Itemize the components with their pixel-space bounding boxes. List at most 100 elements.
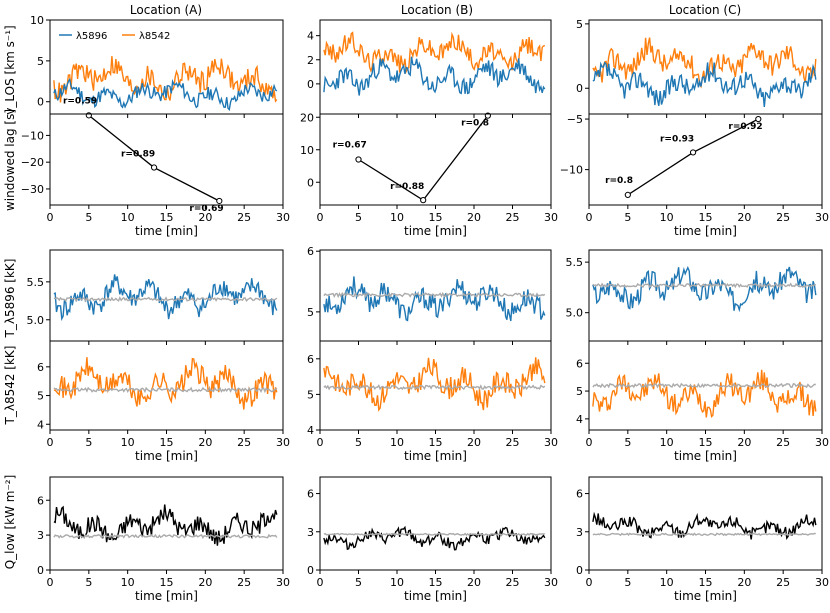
xtick-label-3: 15 <box>699 436 713 449</box>
ytick-label-0: 0 <box>307 78 314 91</box>
xtick-label-1: 5 <box>85 576 92 589</box>
xtick-label-1: 5 <box>85 211 92 224</box>
xtick-label-5: 25 <box>506 211 520 224</box>
ytick-label-0: 5.0 <box>566 307 584 320</box>
xtick-label-1: 5 <box>355 576 362 589</box>
ytick-label-2: 6 <box>576 357 583 370</box>
panel-vlos-2: 05 <box>576 18 823 118</box>
data-layer <box>323 276 546 322</box>
ytick-label-1: 5 <box>37 390 44 403</box>
xtick-label-6: 30 <box>815 211 829 224</box>
xtick-label-6: 30 <box>544 211 558 224</box>
panel-lag-0: −10 −20 −30 0 5 10 15 20 25 30 time [min] r=0.59 r=0… <box>21 96 290 238</box>
xlabel: time [min] <box>674 589 737 603</box>
ylabel-q: Q_low [kW m⁻²] <box>3 475 17 570</box>
xtick-label-3: 15 <box>160 576 174 589</box>
xtick-label-4: 20 <box>467 576 481 589</box>
ytick-label-2: 6 <box>37 494 44 507</box>
xlabel: time [min] <box>135 224 198 238</box>
r-label-2: r=0.92 <box>728 122 762 132</box>
ytick-label-1: 2 <box>307 54 314 67</box>
r-label-0: r=0.8 <box>605 176 633 186</box>
xlabel: time [min] <box>404 589 467 603</box>
xtick-label-4: 20 <box>737 436 751 449</box>
ytick-label-0: −5 <box>567 113 583 126</box>
ytick-label-0: 4 <box>37 418 44 431</box>
lag-point-0 <box>355 156 362 163</box>
series-main <box>53 357 278 410</box>
xtick-label-2: 10 <box>390 576 404 589</box>
data-layer <box>323 31 546 96</box>
axes-frame <box>49 113 284 206</box>
series-reference <box>592 532 816 537</box>
series-main <box>592 369 817 418</box>
axes-frame <box>588 113 823 206</box>
xtick-label-0: 0 <box>586 436 593 449</box>
xlabel: time [min] <box>674 449 737 463</box>
data-layer <box>53 274 278 322</box>
data-layer <box>592 37 817 107</box>
ytick-label-0: 0 <box>576 82 583 95</box>
panel-t8542-1: 4 5 6 0 5 10 15 20 25 30 time [min] <box>307 340 558 463</box>
ylabel-vlos: v_LOS [km s⁻¹] <box>3 25 17 114</box>
lag-point-1 <box>689 149 697 156</box>
series-l5896 <box>592 61 817 107</box>
xtick-label-3: 15 <box>699 211 713 224</box>
ytick-label-1: 10 <box>300 144 314 157</box>
series-l8542 <box>53 56 278 103</box>
r-label-0: r=0.59 <box>63 96 97 106</box>
xtick-label-6: 30 <box>815 436 829 449</box>
xtick-label-0: 0 <box>47 576 54 589</box>
axes-frame <box>49 476 284 571</box>
series-main <box>592 265 817 313</box>
xtick-label-6: 30 <box>276 436 290 449</box>
xtick-label-2: 10 <box>660 576 674 589</box>
ylabel-t5896: T_λ5896 [kK] <box>3 259 17 339</box>
legend-label-8542: λ8542 <box>139 31 170 42</box>
xtick-label-1: 5 <box>624 576 631 589</box>
xtick-label-0: 0 <box>317 576 324 589</box>
xtick-label-0: 0 <box>586 211 593 224</box>
series-l8542 <box>592 37 817 89</box>
xtick-label-1: 5 <box>355 211 362 224</box>
legend-label-5896: λ5896 <box>76 31 107 42</box>
col-title-c: Location (C) <box>669 3 741 17</box>
panel-vlos-1: 0 2 4 <box>307 19 552 118</box>
r-label-1: r=0.93 <box>660 134 694 144</box>
series-main <box>323 357 546 412</box>
ylabel-lag: windowed lag [s] <box>3 109 17 211</box>
r-label-0: r=0.67 <box>333 141 367 151</box>
r-label-1: r=0.89 <box>121 150 155 160</box>
ytick-label-0: 5.0 <box>27 314 45 327</box>
xlabel: time [min] <box>135 449 198 463</box>
xtick-label-5: 25 <box>237 436 251 449</box>
series-reference <box>53 386 278 394</box>
xtick-label-4: 20 <box>198 211 212 224</box>
xtick-label-1: 5 <box>355 436 362 449</box>
xtick-label-3: 15 <box>429 436 443 449</box>
xtick-label-0: 0 <box>586 576 593 589</box>
data-layer <box>592 511 817 540</box>
xtick-label-3: 15 <box>160 436 174 449</box>
data-layer <box>53 357 278 410</box>
ytick-label-1: 5 <box>576 18 583 31</box>
ytick-label-0: 0 <box>307 176 314 189</box>
data-layer <box>323 525 546 551</box>
series-reference <box>53 533 278 539</box>
data-layer <box>53 504 278 546</box>
series-reference <box>53 296 278 303</box>
series-l5896 <box>53 77 278 112</box>
legend: λ5896 λ8542 <box>59 31 170 42</box>
ytick-label-0: 0 <box>576 564 583 577</box>
panel-t8542-0: 4 5 6 0 5 10 15 20 25 30 time [min] <box>37 340 290 463</box>
xtick-label-2: 10 <box>660 436 674 449</box>
xlabel: time [min] <box>404 224 467 238</box>
data-layer <box>323 357 546 412</box>
xtick-label-2: 10 <box>660 211 674 224</box>
xtick-label-6: 30 <box>544 436 558 449</box>
ytick-label-2: 6 <box>576 488 583 501</box>
xtick-label-4: 20 <box>737 211 751 224</box>
column-titles: Location (A) Location (B) Location (C) <box>130 3 741 17</box>
ytick-label-1: 3 <box>37 529 44 542</box>
